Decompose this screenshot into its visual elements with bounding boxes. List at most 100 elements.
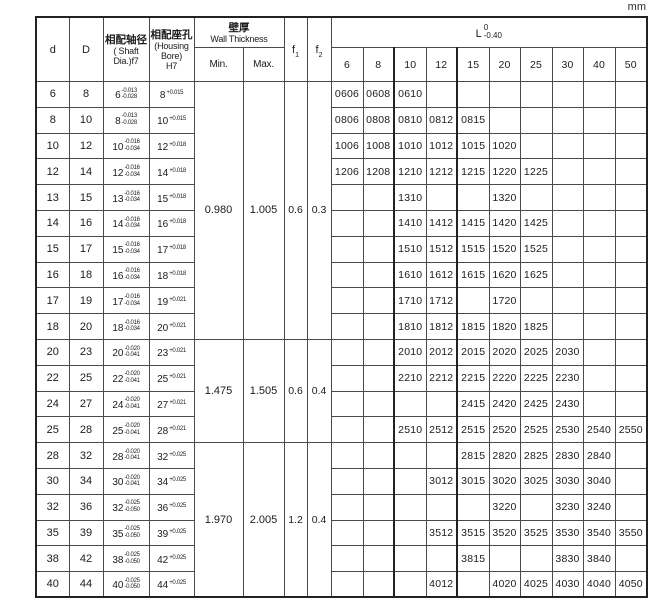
empty-cell <box>614 106 648 134</box>
d-cell: 20 <box>35 338 70 366</box>
part-number-cell: 1008 <box>362 132 395 160</box>
unit-label: mm <box>627 1 646 13</box>
part-number-cell: 1815 <box>456 313 490 340</box>
col-header-d: d <box>35 16 70 82</box>
empty-cell <box>362 545 395 573</box>
wall-header-en: Wall Thickness <box>210 33 268 44</box>
empty-cell <box>582 184 616 211</box>
empty-cell <box>362 416 395 444</box>
table-row: 14 16 14 -0.016 -0.034 16+0.018 1410 1412 1415 14… <box>35 209 648 237</box>
part-number-cell: 1015 <box>456 132 490 160</box>
d-cell: 10 <box>35 132 70 160</box>
part-number-cell: 1010 <box>393 132 427 160</box>
empty-cell <box>362 390 395 418</box>
empty-cell <box>551 235 584 263</box>
part-number-cell: 2015 <box>456 338 490 366</box>
od-cell: 36 <box>68 493 104 521</box>
part-number-cell: 3515 <box>456 519 490 547</box>
empty-cell <box>456 571 490 598</box>
part-number-cell: 1012 <box>425 132 458 160</box>
od-cell: 15 <box>68 184 104 211</box>
od-cell: 8 <box>68 81 104 108</box>
shaft-dia-cell: 20 -0.020 -0.041 <box>102 338 150 366</box>
d-cell: 24 <box>35 390 70 418</box>
shaft-dia-cell: 17 -0.016 -0.034 <box>102 287 150 315</box>
d-cell: 16 <box>35 261 70 289</box>
empty-cell <box>614 545 648 573</box>
empty-cell <box>614 235 648 263</box>
col-header-shaft-dia: 相配轴径 ( Shaft Dia.)f7 <box>102 16 150 82</box>
shaft-dia-cell: 8 -0.013 -0.028 <box>102 106 150 134</box>
empty-cell <box>330 467 364 495</box>
empty-cell <box>330 519 364 547</box>
part-number-cell: 0815 <box>456 106 490 134</box>
empty-cell <box>519 287 553 315</box>
col-header-f2: f2 <box>306 16 332 82</box>
bore-header-cn: 相配座孔 <box>150 28 193 41</box>
part-number-cell: 1615 <box>456 261 490 289</box>
shaft-dia-cell: 38 -0.025 -0.050 <box>102 545 150 573</box>
od-cell: 39 <box>68 519 104 547</box>
wall-min-cell: 1.475 <box>193 338 244 444</box>
part-number-cell: 1620 <box>488 261 521 289</box>
shaft-dia-cell: 40 -0.025 -0.050 <box>102 571 150 598</box>
part-number-cell: 1525 <box>519 235 553 263</box>
od-cell: 42 <box>68 545 104 573</box>
table-row: 6 8 6 -0.013 -0.028 8+0.015 0.980 1.005 0.6 0.3 06… <box>35 81 648 340</box>
part-number-cell: 0812 <box>425 106 458 134</box>
empty-cell <box>614 158 648 186</box>
empty-cell <box>330 571 364 598</box>
wall-max-cell: 1.505 <box>242 338 285 444</box>
wall-header-cn: 壁厚 <box>228 21 250 34</box>
spec-table: d D 相配轴径 ( Shaft Dia.)f7 相配座孔 (Housing B… <box>35 16 649 599</box>
empty-cell <box>551 313 584 340</box>
empty-cell <box>488 106 521 134</box>
col-header-l-size: 15 <box>456 47 490 82</box>
empty-cell <box>393 467 427 495</box>
empty-cell <box>519 184 553 211</box>
col-header-l-size: 50 <box>614 47 648 82</box>
empty-cell <box>330 235 364 263</box>
part-number-cell: 4050 <box>614 571 648 598</box>
table-row: 8 10 8 -0.013 -0.028 10+0.015 0806 0808 0810 0812… <box>35 106 648 134</box>
housing-bore-cell: 28+0.021 <box>148 416 195 444</box>
table-row: 12 14 12 -0.016 -0.034 14+0.018 1206 1208 1210 12… <box>35 158 648 186</box>
part-number-cell: 3230 <box>551 493 584 521</box>
part-number-cell: 2425 <box>519 390 553 418</box>
housing-bore-cell: 44+0.025 <box>148 571 195 598</box>
d-cell: 38 <box>35 545 70 573</box>
empty-cell <box>551 209 584 237</box>
length-symbol: L <box>475 27 482 40</box>
part-number-cell: 2512 <box>425 416 458 444</box>
shaft-header-en1: ( Shaft <box>113 45 139 56</box>
col-header-min: Min. <box>193 47 244 82</box>
empty-cell <box>614 493 648 521</box>
empty-cell <box>614 467 648 495</box>
od-cell: 44 <box>68 571 104 598</box>
d-cell: 12 <box>35 158 70 186</box>
empty-cell <box>551 106 584 134</box>
empty-cell <box>425 442 458 469</box>
part-number-cell: 2225 <box>519 364 553 392</box>
table-row: 35 39 35 -0.025 -0.050 39+0.025 3512 3515 3520 35… <box>35 519 648 547</box>
empty-cell <box>582 209 616 237</box>
empty-cell <box>614 390 648 418</box>
part-number-cell: 3525 <box>519 519 553 547</box>
part-number-cell: 1510 <box>393 235 427 263</box>
col-header-l-size: 12 <box>425 47 458 82</box>
d-cell: 8 <box>35 106 70 134</box>
part-number-cell: 3830 <box>551 545 584 573</box>
empty-cell <box>425 81 458 108</box>
part-number-cell: 2550 <box>614 416 648 444</box>
part-number-cell: 2815 <box>456 442 490 469</box>
part-number-cell: 4020 <box>488 571 521 598</box>
od-cell: 27 <box>68 390 104 418</box>
empty-cell <box>330 261 364 289</box>
part-number-cell: 2010 <box>393 338 427 366</box>
shaft-dia-cell: 28 -0.020 -0.041 <box>102 442 150 469</box>
od-cell: 12 <box>68 132 104 160</box>
housing-bore-cell: 19+0.021 <box>148 287 195 315</box>
part-number-cell: 1206 <box>330 158 364 186</box>
housing-bore-cell: 14+0.018 <box>148 158 195 186</box>
part-number-cell: 0608 <box>362 81 395 108</box>
